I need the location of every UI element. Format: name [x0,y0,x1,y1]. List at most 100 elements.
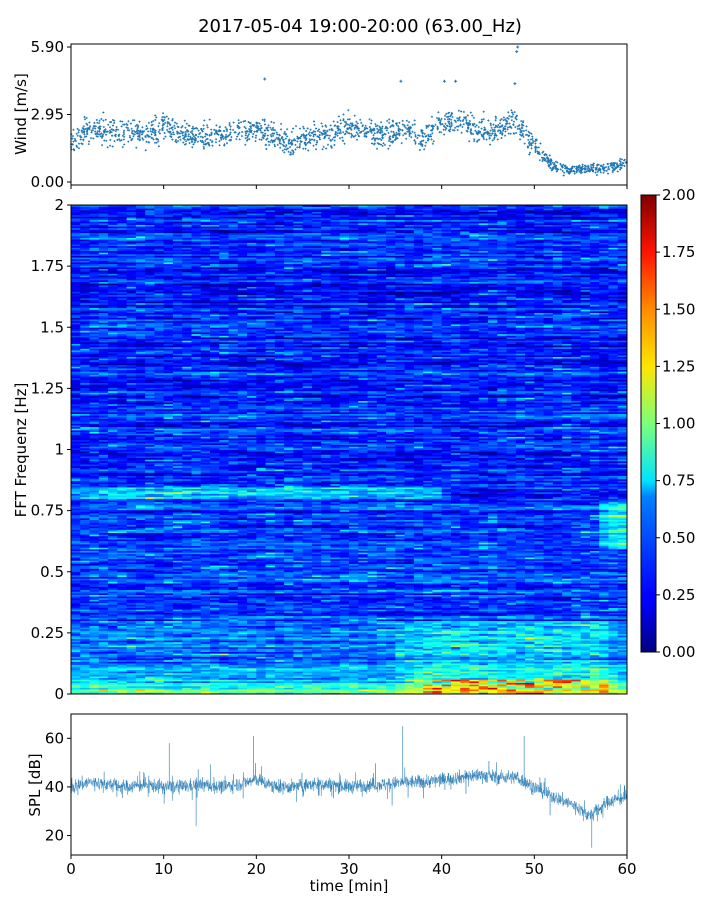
wind-point [332,120,335,123]
wind-point [471,114,474,117]
wind-point [197,135,200,138]
wind-point [310,132,313,134]
wind-point [491,139,494,142]
wind-point [84,118,86,121]
wind-point [88,140,90,143]
wind-point [418,142,420,145]
wind-point [529,151,531,154]
wind-point [283,131,286,133]
wind-point [215,124,218,127]
wind-point [151,131,154,133]
wind-point [428,124,431,127]
wind-point [306,127,309,130]
wind-point [357,127,360,130]
wind-point [279,142,282,145]
wind-point [125,122,128,125]
wind-y-tick-label: 2.95 [31,106,64,124]
wind-point [401,123,404,126]
wind-point [257,128,260,131]
wind-point [398,121,401,124]
wind-point [369,127,372,130]
wind-point [528,153,531,156]
wind-point [515,132,518,134]
wind-point [559,163,562,166]
wind-point [318,131,321,134]
wind-point [173,124,176,127]
wind-point [388,118,391,121]
wind-point [98,122,101,125]
wind-point [375,125,377,128]
wind-y-ticks: 0.00 2.95 5.90 [31,38,71,191]
wind-point [235,138,238,141]
wind-point [218,144,221,147]
wind-point [356,133,359,135]
wind-point [96,130,99,133]
wind-y-tick-label: 5.90 [31,38,64,56]
wind-point [170,133,173,136]
wind-point [499,122,501,125]
wind-point [410,136,413,139]
wind-point [113,140,116,143]
wind-point [461,120,464,122]
wind-point [539,142,542,145]
wind-point [202,127,205,130]
wind-point [345,122,348,125]
wind-point [356,122,359,125]
wind-point [283,141,286,144]
wind-point [98,119,101,122]
wind-point [308,131,311,134]
wind-point [583,171,586,174]
wind-point [508,115,511,118]
wind-point [555,170,558,173]
wind-y-tick-label: 0.00 [31,173,64,191]
wind-point [380,121,383,124]
wind-point [224,126,227,129]
wind-point [275,131,278,134]
wind-point [528,144,531,147]
wind-point [254,136,257,139]
wind-point [387,131,390,134]
wind-x-ticks [70,185,628,189]
wind-point [424,144,427,147]
wind-point [460,131,463,134]
spectrogram-cells [71,205,628,695]
wind-point [356,138,358,141]
wind-point [105,139,108,142]
wind-point [437,117,440,120]
wind-point [434,123,437,126]
wind-point [158,122,161,125]
wind-point [449,128,452,131]
wind-point [320,122,323,125]
wind-point [292,153,294,156]
wind-point [123,123,126,126]
wind-point [85,122,88,125]
wind-point [445,112,448,115]
wind-point [508,122,511,125]
wind-point [559,168,562,171]
wind-point [104,128,107,131]
wind-point [94,130,97,133]
wind-point [451,116,454,119]
wind-point [599,169,602,172]
wind-point [482,138,485,140]
wind-point [348,118,351,121]
wind-point [342,131,345,134]
wind-point [350,132,353,135]
wind-point [595,174,598,176]
wind-point [307,133,310,136]
wind-point [71,135,74,138]
wind-y-label: Wind [m/s] [12,73,30,155]
wind-point [465,116,467,119]
wind-point [478,138,481,141]
wind-point [174,127,176,130]
wind-point [379,126,382,129]
wind-point [168,127,171,130]
wind-point [522,130,525,132]
wind-point [290,143,293,146]
wind-point [170,127,173,129]
wind-point [519,128,522,131]
chart-title: 2017-05-04 19:00-20:00 (63.00_Hz) [198,16,522,37]
wind-point [225,133,228,136]
